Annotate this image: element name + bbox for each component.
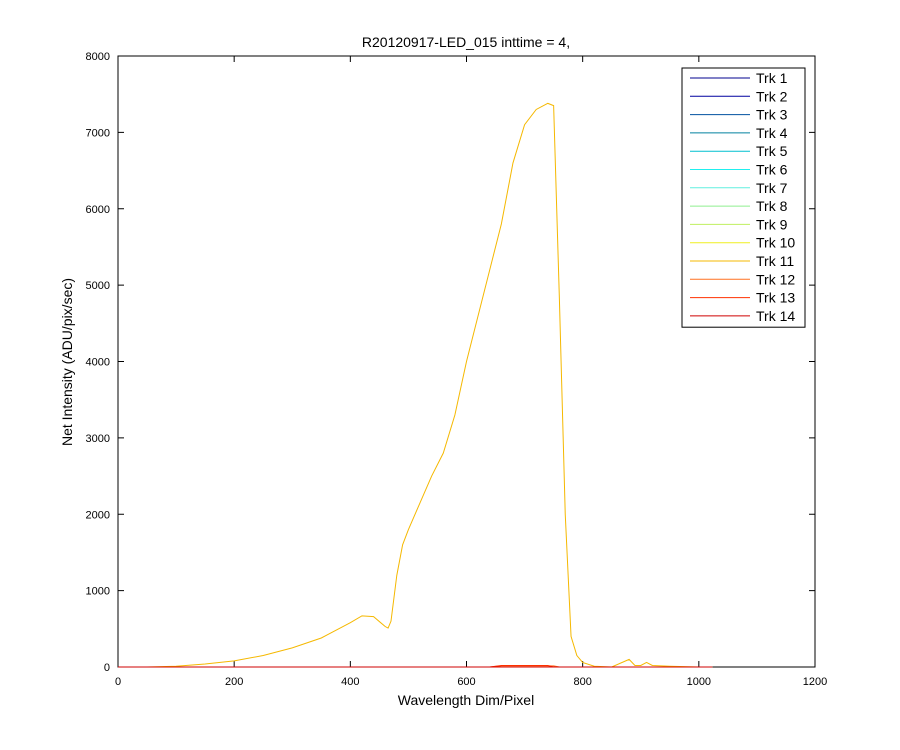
x-tick-label: 1000	[687, 676, 711, 688]
legend-label: Trk 8	[756, 198, 788, 214]
x-tick-label: 200	[225, 676, 243, 688]
legend-label: Trk 9	[756, 216, 788, 232]
legend-label: Trk 12	[756, 271, 795, 287]
legend-label: Trk 14	[756, 308, 795, 324]
x-tick-label: 1200	[803, 676, 827, 688]
x-axis-label: Wavelength Dim/Pixel	[398, 692, 534, 708]
legend-label: Trk 1	[756, 70, 788, 86]
x-tick-label: 600	[457, 676, 475, 688]
legend-label: Trk 5	[756, 143, 788, 159]
y-tick-label: 0	[104, 662, 110, 674]
y-axis-label: Net Intensity (ADU/pix/sec)	[59, 278, 75, 446]
legend-label: Trk 11	[756, 253, 794, 269]
y-tick-label: 3000	[86, 433, 110, 445]
legend-label: Trk 2	[756, 88, 788, 104]
y-tick-label: 7000	[86, 127, 110, 139]
y-tick-label: 2000	[86, 509, 110, 521]
legend-label: Trk 4	[756, 125, 788, 141]
x-tick-label: 400	[341, 676, 359, 688]
legend-label: Trk 10	[756, 235, 795, 251]
y-tick-label: 5000	[86, 280, 110, 292]
chart-title: R20120917-LED_015 inttime = 4,	[362, 34, 570, 50]
y-tick-label: 1000	[86, 586, 110, 598]
y-tick-label: 4000	[86, 357, 110, 369]
y-tick-label: 6000	[86, 204, 110, 216]
legend-label: Trk 3	[756, 107, 788, 123]
x-tick-label: 0	[115, 676, 121, 688]
y-tick-label: 8000	[86, 51, 110, 63]
legend-label: Trk 13	[756, 290, 795, 306]
x-tick-label: 800	[573, 676, 591, 688]
legend-label: Trk 6	[756, 162, 788, 178]
legend-label: Trk 7	[756, 180, 788, 196]
series-line	[118, 102, 713, 668]
legend-box	[681, 67, 806, 328]
